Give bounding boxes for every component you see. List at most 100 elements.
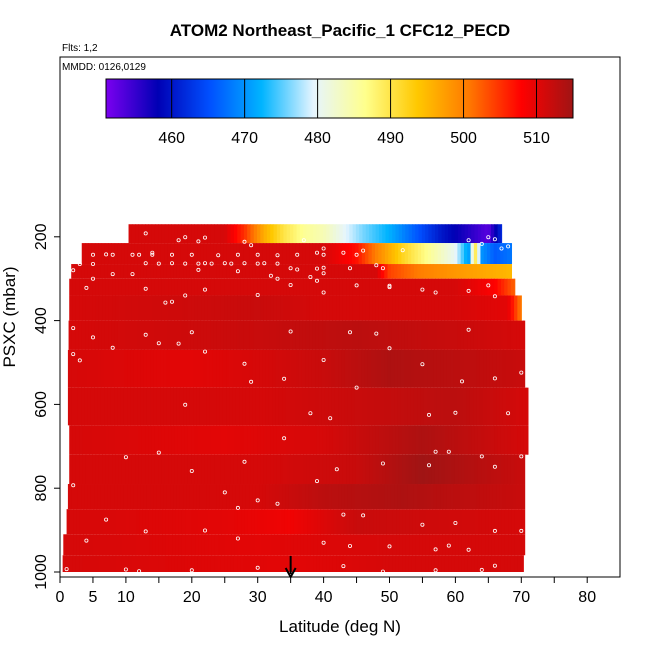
heatmap-cell: [210, 243, 215, 265]
heatmap-cell: [185, 534, 190, 556]
heatmap-cell: [146, 387, 151, 426]
heatmap-cell: [340, 534, 344, 556]
heatmap-cell: [402, 454, 406, 485]
heatmap-cell: [95, 295, 100, 321]
heatmap-cell: [467, 224, 472, 244]
heatmap-cell: [212, 387, 217, 426]
heatmap-cell: [128, 454, 133, 485]
heatmap-cell: [111, 320, 116, 350]
heatmap-cell: [282, 264, 286, 279]
sample-point: [361, 248, 366, 253]
sample-point: [275, 501, 280, 506]
heatmap-cell: [141, 295, 146, 321]
heatmap-cell: [421, 425, 426, 455]
heatmap-cell: [200, 320, 205, 350]
heatmap-cell: [440, 243, 445, 265]
heatmap-cell: [236, 320, 241, 350]
heatmap-cell: [504, 534, 509, 556]
sample-point: [420, 522, 425, 527]
heatmap-cell: [156, 387, 161, 426]
sample-point: [466, 547, 471, 552]
heatmap-cell: [355, 295, 360, 321]
heatmap-cell: [525, 387, 529, 426]
heatmap-cell: [105, 454, 110, 485]
heatmap-cell: [290, 534, 295, 556]
heatmap-cell: [427, 243, 432, 265]
heatmap-cell: [184, 555, 189, 572]
heatmap-cell: [177, 454, 182, 485]
heatmap-cell: [98, 454, 103, 485]
heatmap-cell: [443, 349, 448, 388]
heatmap-cell: [380, 387, 385, 426]
heatmap-cell: [270, 534, 275, 556]
heatmap-cell: [69, 555, 74, 572]
heatmap-cell: [357, 387, 362, 426]
heatmap-cell: [127, 264, 132, 279]
sample-point: [242, 361, 247, 366]
heatmap-cell: [228, 509, 232, 535]
heatmap-cell: [181, 278, 186, 296]
x-tick-label: 60: [447, 589, 465, 606]
sample-point: [202, 528, 207, 533]
heatmap-cell: [444, 243, 449, 265]
heatmap-cell: [376, 534, 381, 556]
colorbar-tick-label: 490: [377, 130, 404, 147]
heatmap-cell: [323, 509, 328, 535]
heatmap-cell: [260, 224, 265, 244]
heatmap-cell: [247, 295, 252, 321]
heatmap-cell: [329, 278, 334, 296]
heatmap-cell: [267, 509, 272, 535]
heatmap-cell: [168, 509, 173, 535]
heatmap-cell: [174, 454, 179, 485]
heatmap-cell: [332, 224, 337, 244]
heatmap-cell: [94, 349, 99, 388]
heatmap-cell: [112, 425, 116, 455]
heatmap-cell: [341, 264, 346, 279]
heatmap-cell: [201, 454, 205, 485]
heatmap-cell: [121, 454, 126, 485]
heatmap-cell: [438, 278, 443, 296]
heatmap-cell: [77, 264, 82, 279]
heatmap-cell: [494, 278, 499, 296]
heatmap-cell: [319, 278, 324, 296]
heatmap-cell: [422, 509, 427, 535]
heatmap-cell: [140, 349, 145, 388]
heatmap-cell: [97, 349, 102, 388]
heatmap-cell: [237, 555, 242, 572]
heatmap-cell: [286, 224, 291, 244]
heatmap-cell: [237, 534, 242, 556]
heatmap-cell: [275, 349, 280, 388]
sample-point: [216, 253, 221, 258]
sample-point: [321, 290, 326, 295]
heatmap-cell: [395, 295, 400, 321]
heatmap-cell: [299, 243, 304, 265]
heatmap-cell: [438, 454, 443, 485]
sample-point: [91, 261, 96, 266]
heatmap-cell: [120, 484, 125, 510]
heatmap-cell: [519, 349, 524, 388]
heatmap-cell: [419, 534, 424, 556]
heatmap-cell: [471, 534, 476, 556]
heatmap-cell: [313, 555, 317, 572]
heatmap-cell: [309, 243, 313, 265]
heatmap-cell: [418, 454, 423, 485]
heatmap-cell: [108, 320, 113, 350]
heatmap-cell: [492, 264, 497, 279]
sample-point: [321, 252, 326, 257]
heatmap-cell: [137, 349, 141, 388]
heatmap-cell: [425, 454, 429, 485]
heatmap-cell: [326, 425, 331, 455]
heatmap-cell: [198, 509, 203, 535]
heatmap-cell: [293, 295, 298, 321]
heatmap-cell: [452, 534, 456, 556]
heatmap-cell: [354, 349, 359, 388]
heatmap-cell: [357, 484, 362, 510]
heatmap-cell: [74, 349, 79, 388]
heatmap-cell: [349, 425, 354, 455]
heatmap-cell: [116, 509, 120, 535]
heatmap-cell: [418, 278, 423, 296]
heatmap-cell: [249, 484, 254, 510]
heatmap-cell: [118, 555, 123, 572]
heatmap-cell: [362, 425, 367, 455]
heatmap-cell: [381, 320, 386, 350]
